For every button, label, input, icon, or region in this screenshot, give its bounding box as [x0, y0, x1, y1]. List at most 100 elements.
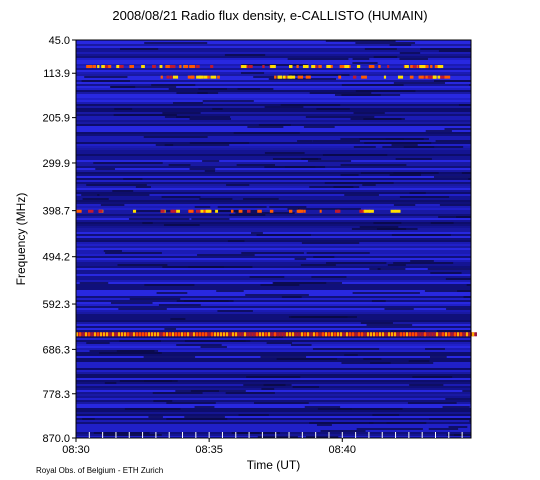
noise-segment	[258, 124, 291, 126]
noise-segment	[439, 204, 471, 206]
noise-segment	[462, 390, 471, 392]
channel-row	[76, 410, 471, 412]
emission-pixel	[245, 65, 249, 69]
emission-pixel	[195, 209, 202, 213]
noise-segment	[142, 222, 153, 224]
channel-row	[76, 86, 471, 88]
emission-pixel	[101, 65, 106, 69]
channel-row	[76, 370, 471, 372]
emission-pixel	[272, 65, 276, 69]
noise-segment	[359, 226, 399, 228]
emission-pixel	[109, 332, 111, 337]
noise-segment	[399, 58, 428, 60]
emission-pixel	[463, 332, 465, 337]
emission-pixel	[103, 332, 105, 337]
channel-row	[76, 256, 471, 258]
emission-pixel	[469, 332, 471, 337]
emission-pixel	[328, 332, 330, 337]
channel-row	[76, 424, 471, 426]
emission-pixel	[176, 209, 180, 213]
emission-pixel	[394, 332, 396, 337]
noise-segment	[197, 254, 255, 256]
noise-segment	[257, 436, 298, 438]
emission-pixel	[121, 332, 123, 337]
channel-row	[76, 110, 471, 112]
noise-segment	[144, 284, 195, 286]
emission-pixel	[385, 332, 387, 337]
channel-row	[76, 104, 471, 106]
emission-pixel	[160, 332, 162, 337]
noise-segment	[281, 296, 302, 298]
noise-segment	[189, 118, 231, 120]
channel-row	[76, 216, 471, 218]
emission-pixel	[286, 332, 288, 337]
emission-pixel	[397, 332, 399, 337]
emission-pixel	[412, 332, 414, 337]
channel-row	[76, 224, 471, 226]
emission-pixel	[448, 332, 450, 337]
noise-segment	[316, 108, 350, 110]
channel-row	[76, 382, 471, 384]
noise-segment	[311, 276, 347, 278]
noise-segment	[99, 352, 162, 354]
emission-pixel	[241, 65, 247, 69]
channel-row	[76, 134, 471, 136]
emission-pixel	[475, 332, 477, 337]
noise-segment	[225, 392, 275, 394]
emission-pixel	[203, 75, 208, 79]
noise-segment	[409, 384, 444, 386]
emission-pixel	[259, 332, 261, 337]
noise-segment	[389, 174, 422, 176]
noise-segment	[360, 172, 421, 174]
channel-row	[76, 378, 471, 380]
emission-pixel	[307, 332, 309, 337]
noise-segment	[243, 198, 279, 200]
emission-pixel	[355, 332, 357, 337]
emission-pixel	[226, 332, 228, 337]
channel-row	[76, 318, 471, 320]
noise-segment	[189, 168, 216, 170]
noise-segment	[261, 388, 275, 390]
noise-segment	[79, 282, 109, 284]
noise-segment	[144, 42, 208, 44]
channel-row	[76, 182, 471, 184]
emission-pixel	[170, 209, 174, 213]
emission-pixel	[157, 332, 159, 337]
noise-segment	[456, 216, 471, 218]
noise-segment	[309, 422, 374, 424]
emission-pixel	[196, 332, 198, 337]
channel-row	[76, 434, 471, 436]
channel-row	[76, 420, 471, 422]
emission-pixel	[404, 65, 409, 69]
channel-row	[76, 142, 471, 144]
emission-pixel	[343, 332, 345, 337]
emission-pixel	[388, 332, 390, 337]
emission-pixel	[361, 332, 363, 337]
noise-segment	[436, 330, 471, 332]
emission-pixel	[274, 75, 277, 79]
noise-segment	[216, 290, 244, 292]
x-tick-label: 08:35	[195, 444, 223, 456]
noise-segment	[124, 408, 181, 410]
channel-row	[76, 120, 471, 122]
emission-pixel	[223, 332, 225, 337]
channel-row	[76, 248, 471, 250]
noise-segment	[156, 292, 188, 294]
emission-pixel	[170, 65, 176, 69]
emission-pixel	[115, 332, 117, 337]
emission-pixel	[419, 65, 423, 69]
channel-row	[76, 226, 471, 228]
noise-segment	[469, 420, 471, 422]
channel-row	[76, 412, 471, 414]
emission-pixel	[253, 332, 255, 337]
emission-pixel	[282, 75, 286, 79]
channel-row	[76, 68, 471, 70]
emission-pixel	[238, 332, 240, 337]
noise-segment	[119, 380, 178, 382]
channel-row	[76, 366, 471, 368]
channel-row	[76, 322, 471, 324]
emission-pixel	[460, 332, 462, 337]
noise-segment	[284, 166, 326, 168]
channel-row	[76, 400, 471, 402]
